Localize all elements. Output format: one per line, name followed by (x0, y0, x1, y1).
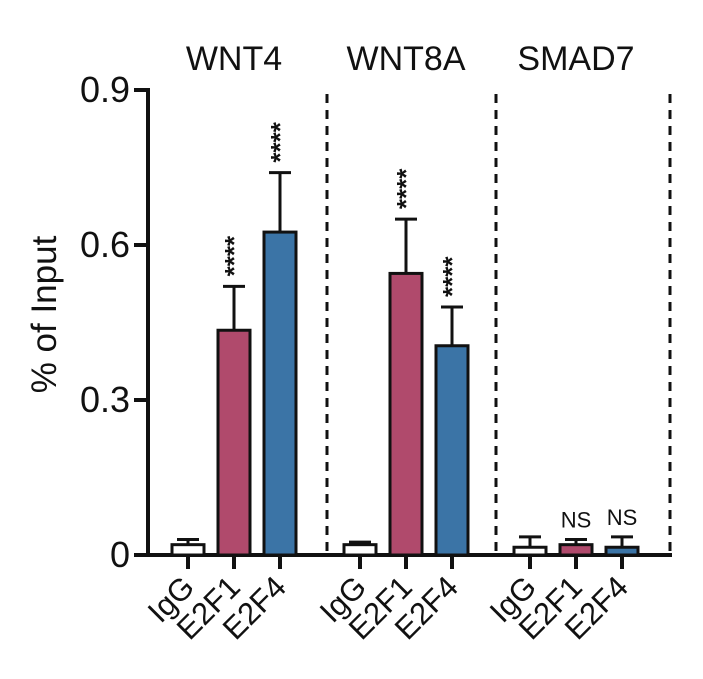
group-title: WNT4 (186, 40, 282, 78)
bar-smad7-e2f1 (558, 543, 594, 557)
bar-wnt4-e2f4 (262, 230, 298, 557)
significance-label: **** (437, 256, 467, 297)
significance-label: **** (265, 121, 295, 162)
significance-label: NS (607, 505, 638, 530)
significance-label: **** (219, 235, 249, 276)
group-title: SMAD7 (517, 40, 634, 78)
bars (170, 171, 640, 557)
y-axis-label: % of Input (25, 235, 64, 393)
significance-label: NS (561, 508, 592, 533)
bar-wnt8a-e2f1 (388, 271, 424, 557)
significance-label: **** (391, 168, 421, 209)
y-tick-label: 0.3 (80, 379, 130, 420)
bar-wnt8a-igg (342, 543, 378, 557)
labels: % of InputWNT4IgGE2F1****E2F4****WNT8AIg… (25, 40, 637, 646)
y-tick-label: 0.6 (80, 224, 130, 265)
bar-wnt8a-e2f4 (434, 344, 470, 557)
y-tick-label: 0.9 (80, 69, 130, 110)
axes: 0 0.3 0.6 0.9 (80, 69, 672, 575)
group-title: WNT8A (347, 40, 466, 78)
group-separators (325, 94, 672, 555)
bar-smad7-igg (512, 545, 548, 557)
bar-smad7-e2f4 (604, 545, 640, 557)
y-tick-label: 0 (110, 534, 130, 575)
bar-wnt4-e2f1 (216, 328, 252, 557)
bar-wnt4-igg (170, 543, 206, 557)
